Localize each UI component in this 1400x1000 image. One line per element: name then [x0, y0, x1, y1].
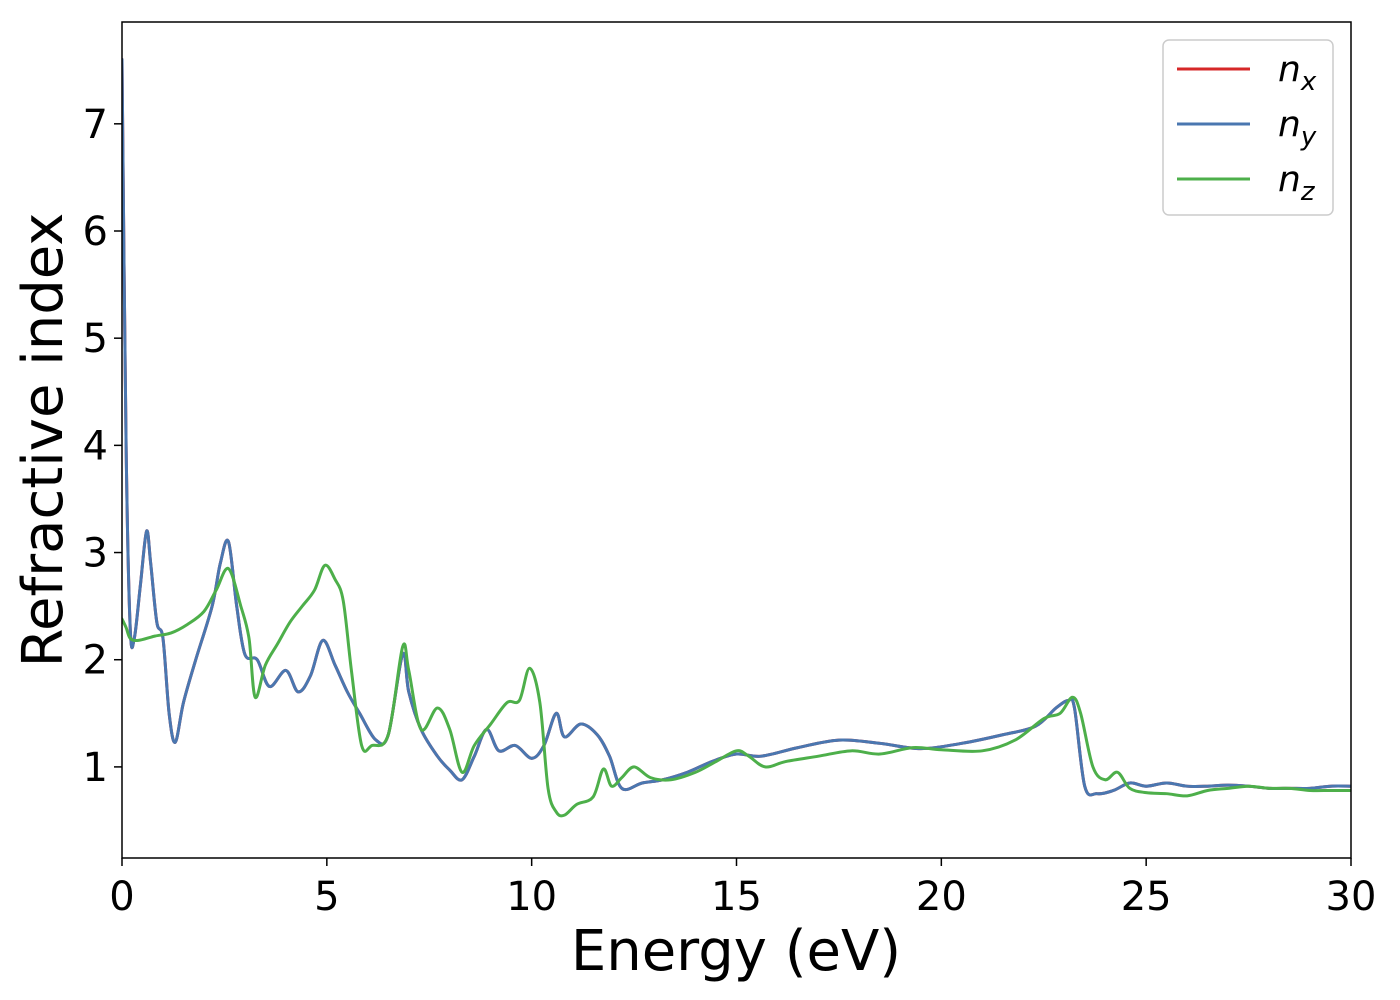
legend-label-base: n	[1278, 49, 1301, 90]
x-tick-label: 5	[314, 874, 339, 920]
series-line-ny	[122, 58, 1351, 797]
x-tick-label: 10	[506, 874, 557, 920]
series-line-nz	[122, 563, 1351, 818]
legend-label-ny: ny	[1278, 104, 1317, 152]
y-axis-label: Refractive index	[11, 213, 76, 668]
legend-label-base: n	[1278, 104, 1301, 145]
legend-label-nx: nx	[1278, 49, 1317, 97]
legend-label-subscript: z	[1300, 177, 1316, 207]
x-tick-label: 30	[1326, 874, 1377, 920]
x-axis-ticks: 0 5 10 15 20 25 30	[109, 858, 1376, 920]
series-layer	[122, 58, 1351, 818]
plot-background	[122, 22, 1351, 858]
y-tick-label: 7	[83, 102, 108, 148]
x-tick-label: 0	[109, 874, 134, 920]
y-tick-label: 6	[83, 209, 108, 255]
y-tick-label: 3	[83, 531, 108, 577]
x-tick-label: 20	[916, 874, 967, 920]
legend-box	[1162, 39, 1334, 216]
y-axis-ticks: 1 2 3 4 5 6 7	[83, 102, 122, 791]
y-tick-label: 1	[83, 745, 108, 791]
legend-label-base: n	[1278, 159, 1301, 200]
legend-label-nz: nz	[1278, 159, 1316, 207]
legend-label-subscript: y	[1300, 122, 1317, 152]
legend-label-subscript: x	[1300, 67, 1317, 97]
x-tick-label: 15	[711, 874, 762, 920]
y-tick-label: 5	[83, 316, 108, 362]
y-tick-label: 4	[83, 423, 108, 469]
x-tick-label: 25	[1121, 874, 1172, 920]
y-tick-label: 2	[83, 638, 108, 684]
x-axis-label: Energy (eV)	[571, 919, 901, 984]
